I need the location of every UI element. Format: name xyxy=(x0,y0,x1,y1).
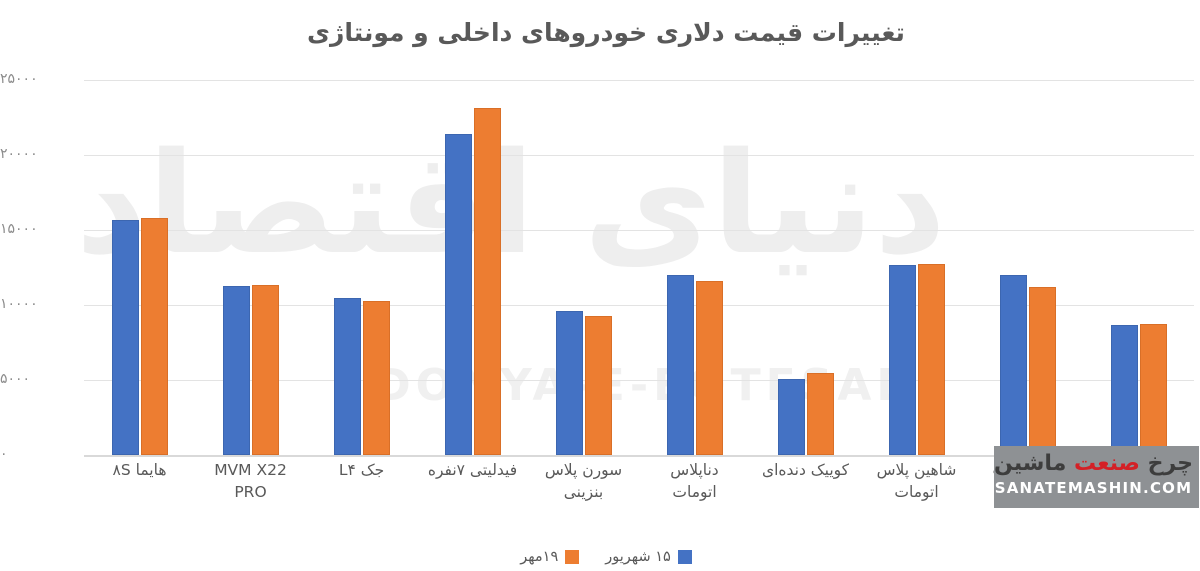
site-wm-red: صنعت xyxy=(1068,451,1134,476)
x-axis-category-label: فیدلیتی ۷نفره xyxy=(408,459,526,481)
bar xyxy=(1105,325,1132,455)
bar xyxy=(135,218,162,455)
bar xyxy=(328,298,355,456)
legend-label: ۱۵ شهریور xyxy=(599,549,665,565)
bar xyxy=(246,285,273,455)
bar xyxy=(801,373,828,455)
bar xyxy=(661,275,688,455)
bar xyxy=(468,108,495,455)
plot-area: ۲۵۰۰۰۲۰۰۰۰۱۵۰۰۰۱۰۰۰۰۵۰۰۰۰ xyxy=(78,80,1188,455)
x-axis-category-label: جک L۴ xyxy=(297,459,415,481)
x-axis-category-label: MVM X22 PRO xyxy=(186,459,304,503)
y-tick-label: ۵۰۰۰ xyxy=(0,371,64,387)
chart-legend: ۱۵ شهریور ۱۹مهر xyxy=(0,549,1200,565)
bar-series-container xyxy=(78,80,1188,455)
site-watermark-persian: چرخ صنعت ماشین xyxy=(988,450,1187,478)
legend-swatch-icon xyxy=(559,550,573,564)
x-axis-category-label: کوییک دنده‌ای xyxy=(741,459,859,481)
x-axis-category-label: شاهین پلاس اتومات xyxy=(852,459,970,503)
bar xyxy=(579,316,606,455)
y-tick-label: ۲۰۰۰۰ xyxy=(0,146,64,162)
y-tick-label: ۰ xyxy=(0,446,64,462)
bar xyxy=(883,265,910,455)
legend-item[interactable]: ۱۵ شهریور xyxy=(599,549,686,565)
bar xyxy=(1023,287,1050,455)
bar-chart: تغییرات قیمت دلاری خودروهای داخلی و مونت… xyxy=(0,0,1200,571)
site-wm-prefix: چرخ xyxy=(1134,451,1187,476)
legend-swatch-icon xyxy=(672,550,686,564)
site-watermark-overlay: چرخ صنعت ماشین SANATEMASHIN.COM xyxy=(988,446,1193,508)
bar xyxy=(1134,324,1161,455)
x-axis-category-label: سورن پلاس بنزینی xyxy=(519,459,637,503)
bar xyxy=(550,311,577,455)
bar xyxy=(439,134,466,455)
legend-item[interactable]: ۱۹مهر xyxy=(514,549,573,565)
bar xyxy=(690,281,717,455)
bar xyxy=(772,379,799,456)
x-axis-category-label: هایما ۸S xyxy=(75,459,193,481)
site-watermark-url: SANATEMASHIN.COM xyxy=(988,479,1187,497)
chart-title: تغییرات قیمت دلاری خودروهای داخلی و مونت… xyxy=(0,18,1200,47)
legend-label: ۱۹مهر xyxy=(514,549,552,565)
bar xyxy=(217,286,244,455)
bar xyxy=(357,301,384,455)
x-axis-category-label: دناپلاس اتومات xyxy=(630,459,748,503)
bar xyxy=(106,220,133,455)
y-tick-label: ۱۵۰۰۰ xyxy=(0,221,64,237)
y-tick-label: ۲۵۰۰۰ xyxy=(0,71,64,87)
y-tick-label: ۱۰۰۰۰ xyxy=(0,296,64,312)
bar xyxy=(912,264,939,455)
site-wm-suffix: ماشین xyxy=(988,451,1068,476)
bar xyxy=(994,275,1021,455)
